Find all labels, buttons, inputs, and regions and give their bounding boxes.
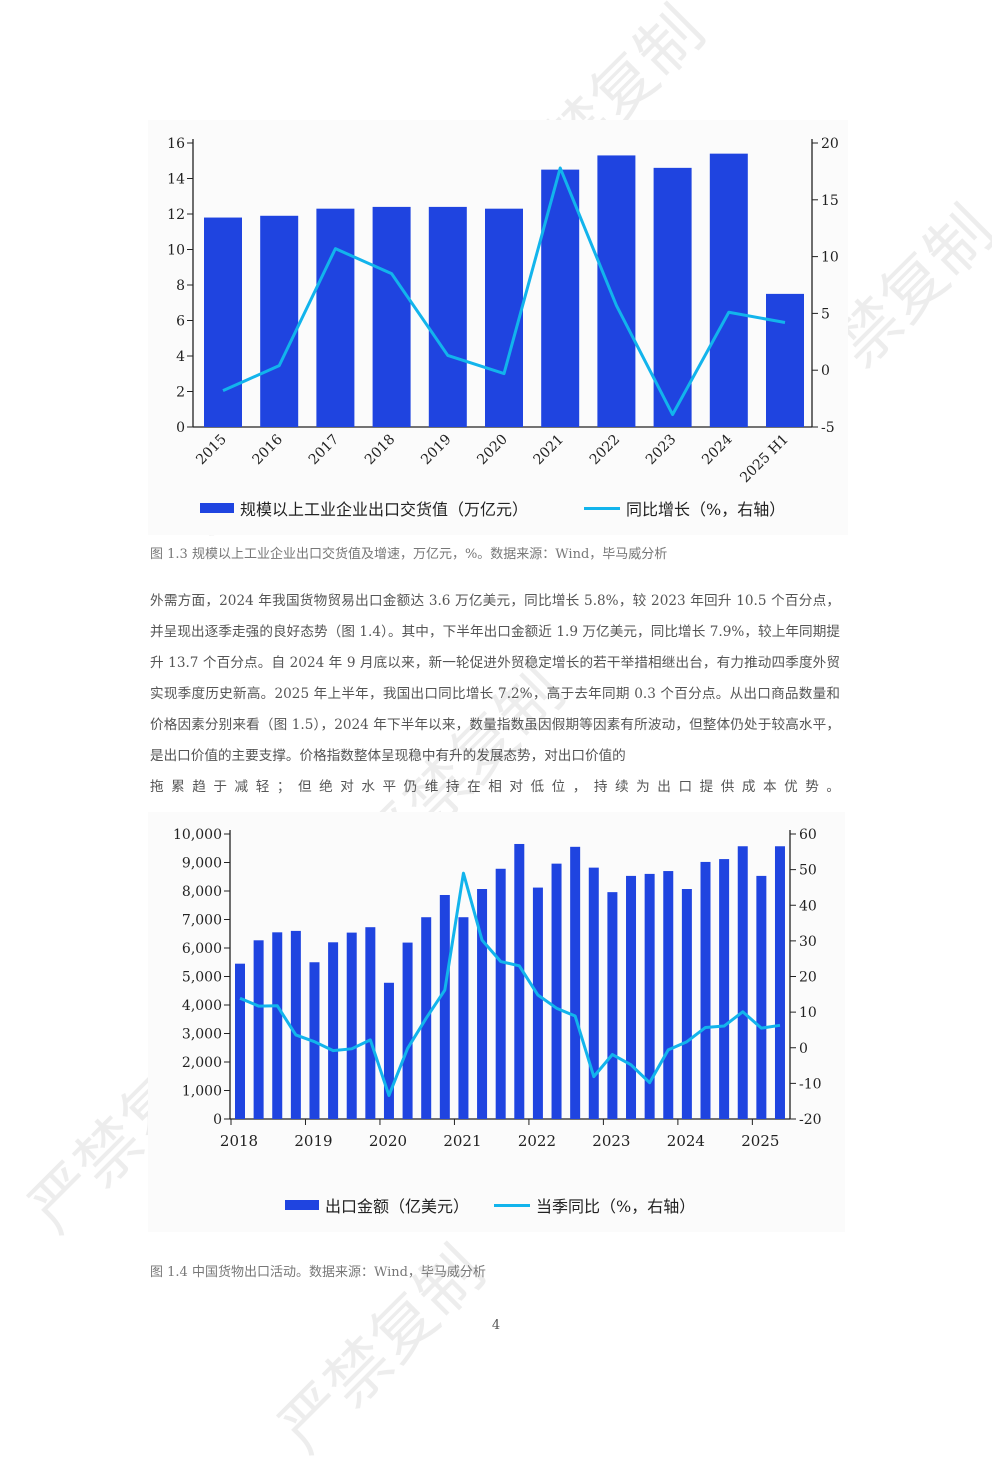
bar-2020Q1 [384, 983, 394, 1119]
bar-2018Q3 [272, 932, 282, 1119]
x-tick-label: 2021 [443, 1132, 481, 1150]
x-tick-label: 2025 [741, 1132, 779, 1150]
bar-2018Q1 [235, 964, 245, 1119]
figure-2-caption: 图 1.4 中国货物出口活动。数据来源：Wind，毕马威分析 [150, 1261, 486, 1280]
bar-2021Q4 [514, 844, 524, 1119]
bar-2022Q2 [552, 864, 562, 1119]
bar-2023Q4 [663, 871, 673, 1119]
x-tick-label: 2020 [369, 1132, 407, 1150]
right-axis-tick-label: 50 [799, 863, 817, 879]
bar-2018Q4 [291, 931, 301, 1119]
right-axis-tick-label: 0 [799, 1041, 808, 1057]
left-axis-tick-label: 3,000 [182, 1027, 222, 1043]
bar-2019Q2 [328, 942, 338, 1119]
left-axis-tick-label: 2,000 [182, 1055, 222, 1071]
left-axis-tick-label: 7,000 [182, 913, 222, 929]
x-tick-label: 2024 [667, 1132, 705, 1150]
left-axis-tick-label: 5,000 [182, 970, 222, 986]
bar-2022Q3 [570, 847, 580, 1119]
legend-bar-swatch [285, 1200, 319, 1210]
legend-bar-label: 出口金额（亿美元） [325, 1193, 469, 1217]
left-axis-tick-label: 1,000 [182, 1084, 222, 1100]
bar-2023Q2 [626, 876, 636, 1119]
left-axis-tick-label: 9,000 [182, 856, 222, 872]
right-axis-tick-label: -10 [799, 1076, 822, 1092]
right-axis-tick-label: -20 [799, 1112, 822, 1128]
right-axis-tick-label: 20 [799, 970, 817, 986]
bar-2023Q1 [607, 892, 617, 1119]
legend-line-label: 当季同比（%，右轴） [536, 1193, 695, 1217]
left-axis-tick-label: 0 [213, 1112, 222, 1128]
bar-2022Q1 [533, 888, 543, 1119]
bar-2020Q2 [403, 943, 413, 1119]
left-axis-tick-label: 4,000 [182, 998, 222, 1014]
bar-2025Q1 [756, 876, 766, 1119]
right-axis-tick-label: 10 [799, 1005, 817, 1021]
watermark: 严禁复制 [255, 1223, 501, 1469]
x-tick-label: 2022 [518, 1132, 556, 1150]
left-axis-tick-label: 10,000 [173, 827, 222, 843]
x-tick-label: 2019 [294, 1132, 332, 1150]
legend-line-swatch [494, 1204, 530, 1207]
page-number: 4 [0, 1318, 992, 1333]
bar-2021Q1 [458, 917, 468, 1119]
bar-2024Q3 [719, 859, 729, 1119]
bar-2019Q3 [347, 933, 357, 1119]
left-axis-tick-label: 8,000 [182, 884, 222, 900]
x-tick-label: 2023 [592, 1132, 630, 1150]
bar-2024Q4 [738, 846, 748, 1119]
bar-2024Q2 [701, 862, 711, 1119]
chart-2-legend-line: 当季同比（%，右轴） [494, 1193, 695, 1217]
bar-2018Q2 [254, 940, 264, 1119]
yoy-growth-line [240, 873, 780, 1095]
right-axis-tick-label: 60 [799, 827, 817, 843]
bar-2025Q2 [775, 846, 785, 1119]
left-axis-tick-label: 6,000 [182, 941, 222, 957]
chart-2-svg: 0 1,000 2,000 3,000 4,000 5,000 6,000 7,000 8,00… [0, 0, 992, 1240]
right-axis-tick-label: 30 [799, 934, 817, 950]
bar-2022Q4 [589, 868, 599, 1119]
bar-2024Q1 [682, 889, 692, 1119]
right-axis-tick-label: 40 [799, 898, 817, 914]
chart-2-legend-bar: 出口金额（亿美元） [285, 1193, 469, 1217]
x-tick-label: 2018 [220, 1132, 258, 1150]
bar-2020Q4 [440, 895, 450, 1119]
bar-2021Q3 [496, 869, 506, 1119]
bar-2019Q4 [365, 927, 375, 1119]
